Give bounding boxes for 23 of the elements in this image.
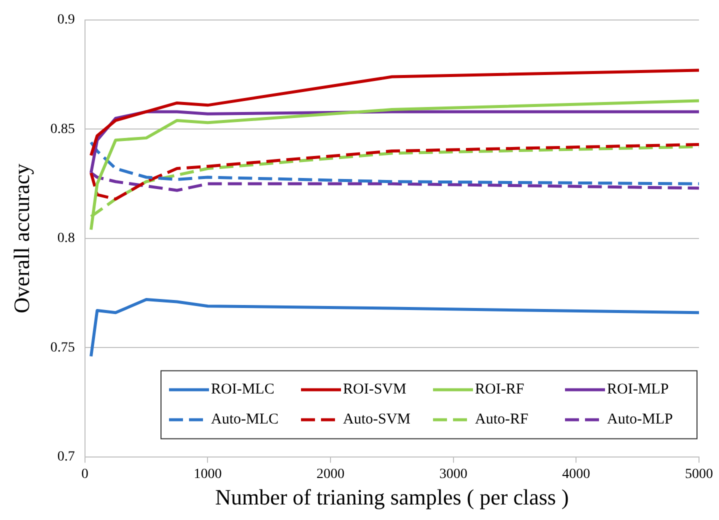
y-tick-label: 0.85 (50, 122, 75, 137)
legend-label: ROI-MLC (211, 382, 274, 398)
y-tick-label: 0.75 (50, 340, 75, 356)
line-series (90, 142, 699, 201)
legend-label: Auto-RF (475, 412, 528, 428)
legend-label: ROI-SVM (343, 382, 406, 398)
legend-label: ROI-RF (475, 382, 524, 398)
legend-label: Auto-MLP (607, 412, 673, 428)
legend-label: Auto-SVM (343, 412, 411, 428)
legend-label: ROI-MLP (607, 382, 669, 398)
legend-label: Auto-MLC (211, 412, 278, 428)
y-tick-label: 0.9 (57, 12, 75, 28)
x-tick-label: 4000 (562, 466, 590, 482)
x-tick-label: 2000 (316, 466, 345, 482)
x-tick-label: 5000 (685, 466, 713, 482)
y-tick-label: 0.8 (57, 231, 75, 246)
line-series (90, 140, 699, 186)
x-tick-label: 1000 (194, 466, 222, 482)
y-tick-label: 0.7 (57, 449, 75, 464)
x-tick-label: 0 (81, 466, 88, 482)
x-axis-title: Number of trianing samples ( per class ) (215, 484, 569, 510)
x-tick-label: 3000 (439, 466, 468, 482)
y-axis-title: Overall accuracy (8, 164, 34, 314)
